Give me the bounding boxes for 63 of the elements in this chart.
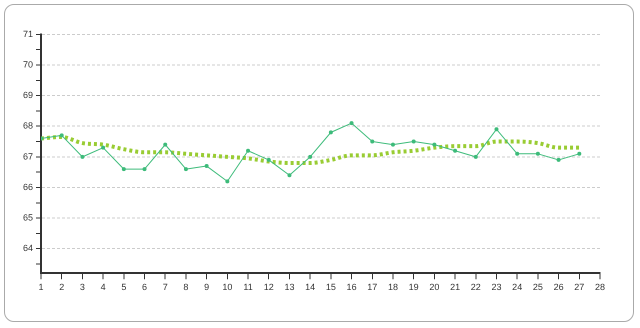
point <box>432 142 436 147</box>
y-tick-label: 70 <box>22 60 34 70</box>
x-tick-label: 20 <box>429 282 440 292</box>
x-tick-label: 21 <box>450 282 460 292</box>
point <box>101 146 106 150</box>
x-tick-label: 25 <box>532 282 543 292</box>
x-tick-label: 11 <box>243 282 253 292</box>
x-tick-label: 4 <box>100 282 106 292</box>
x-tick-label: 28 <box>594 282 606 292</box>
point <box>266 158 271 162</box>
x-tick-label: 9 <box>204 282 210 292</box>
point <box>246 148 250 153</box>
point <box>308 154 312 159</box>
y-tick-label: 66 <box>22 182 34 192</box>
point <box>204 164 209 168</box>
x-tick-label: 15 <box>326 282 336 292</box>
point <box>225 179 230 184</box>
point <box>453 148 458 153</box>
point <box>515 152 520 156</box>
x-tick-label: 19 <box>408 282 419 292</box>
x-tick-label: 14 <box>305 282 316 292</box>
y-tick-label: 68 <box>22 120 34 131</box>
point <box>370 140 374 144</box>
x-tick-label: 1 <box>38 282 44 292</box>
point <box>80 154 84 159</box>
point <box>163 142 168 147</box>
point <box>184 167 188 172</box>
x-tick-label: 26 <box>554 282 564 292</box>
y-tick-label: 71 <box>22 28 34 39</box>
y-tick-label: 67 <box>22 151 34 162</box>
x-tick-label: 12 <box>264 282 274 292</box>
point <box>556 158 561 162</box>
point <box>328 130 333 134</box>
point <box>536 152 540 156</box>
x-tick-label: 13 <box>284 282 294 292</box>
point <box>412 140 416 144</box>
point <box>142 167 147 172</box>
x-tick-label: 3 <box>80 282 85 292</box>
y-tick-label: 69 <box>22 90 34 100</box>
point <box>390 142 395 147</box>
point <box>350 121 354 126</box>
x-tick-label: 18 <box>388 282 398 292</box>
y-tick-label: 65 <box>22 212 34 223</box>
x-tick-label: 2 <box>59 282 64 292</box>
x-tick-label: 5 <box>121 282 126 292</box>
point <box>122 167 126 172</box>
x-tick-label: 8 <box>183 282 188 292</box>
x-tick-label: 24 <box>512 282 522 292</box>
x-tick-label: 22 <box>470 282 481 292</box>
point <box>474 154 478 159</box>
x-tick-label: 7 <box>162 282 168 292</box>
x-tick-label: 6 <box>142 282 148 292</box>
x-tick-label: 16 <box>346 282 357 292</box>
x-tick-label: 17 <box>367 282 378 292</box>
y-tick-label: 64 <box>22 243 34 254</box>
line-series <box>41 134 582 165</box>
x-tick-label: 27 <box>574 282 584 292</box>
point <box>494 127 498 132</box>
x-tick-label: 23 <box>491 282 502 292</box>
point <box>287 173 292 178</box>
point <box>577 152 582 156</box>
x-tick-label: 10 <box>222 282 232 292</box>
point <box>60 133 64 138</box>
